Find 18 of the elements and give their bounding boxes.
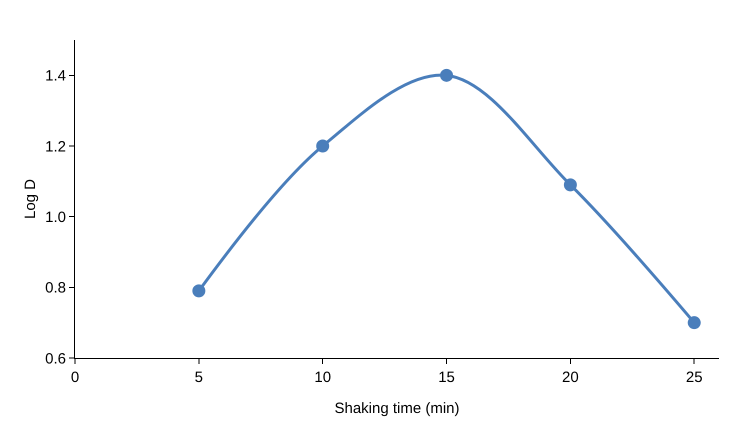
x-tick-label: 5 bbox=[194, 369, 204, 386]
point bbox=[316, 140, 330, 152]
point bbox=[440, 68, 454, 82]
y-tick-label: 1.4 bbox=[45, 68, 66, 85]
x-tick-label: 20 bbox=[562, 369, 579, 386]
y-tick-label: 0.8 bbox=[45, 280, 66, 297]
x-tick-label: 25 bbox=[686, 369, 703, 386]
y-tick-label: 0.6 bbox=[45, 350, 66, 368]
point bbox=[564, 178, 577, 192]
y-axis-title: Log D bbox=[22, 178, 39, 220]
x-tick-label: 10 bbox=[314, 369, 332, 386]
point bbox=[688, 316, 701, 330]
y-tick-label: 1.2 bbox=[45, 138, 66, 156]
x-axis-title: Shaking time (min) bbox=[334, 400, 460, 417]
y-tick-label: 1.0 bbox=[45, 208, 66, 226]
point bbox=[192, 284, 206, 298]
x-tick-label: 15 bbox=[438, 369, 455, 386]
x-tick-label: 0 bbox=[70, 369, 80, 386]
